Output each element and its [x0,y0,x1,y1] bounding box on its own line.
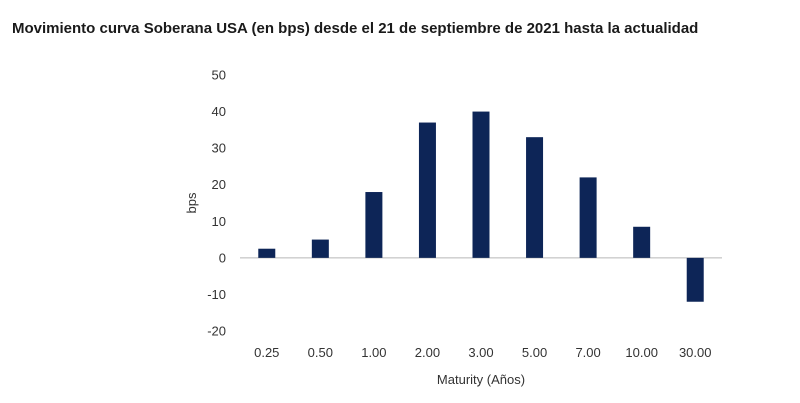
bar-10-00 [633,226,651,258]
bar-0-50 [311,239,329,258]
x-tick-label: 3.00 [468,345,493,360]
y-tick-label: 40 [212,104,226,119]
bar-series [258,111,704,302]
x-tick-label: 1.00 [361,345,386,360]
x-tick-label: 2.00 [415,345,440,360]
x-axis-ticks: 0.25 0.50 1.00 2.00 3.00 5.00 7.00 10.00 30.00 [254,345,711,360]
x-tick-label: 0.25 [254,345,279,360]
y-tick-label: 20 [212,177,226,192]
x-tick-label: 10.00 [625,345,658,360]
y-tick-label: -20 [207,324,226,339]
x-tick-label: 7.00 [575,345,600,360]
bar-7-00 [579,177,597,258]
x-axis-title: Maturity (Años) [437,372,525,387]
chart-title: Movimiento curva Soberana USA (en bps) d… [12,20,699,37]
y-axis-title: bps [184,192,199,213]
y-tick-label: 0 [219,250,226,265]
bar-3-00 [472,111,490,258]
y-tick-label: 30 [212,141,226,156]
y-tick-label: -10 [207,287,226,302]
bar-0-25 [258,248,276,258]
bar-30-00 [686,257,704,302]
y-tick-label: 50 [212,68,226,83]
x-tick-label: 0.50 [308,345,333,360]
bar-5-00 [526,137,544,258]
bar-2-00 [418,122,436,258]
y-tick-label: 10 [212,214,226,229]
x-tick-label: 30.00 [679,345,712,360]
bar-1-00 [365,192,383,258]
x-tick-label: 5.00 [522,345,547,360]
y-axis-ticks: 50 40 30 20 10 0 -10 -20 [207,68,226,339]
